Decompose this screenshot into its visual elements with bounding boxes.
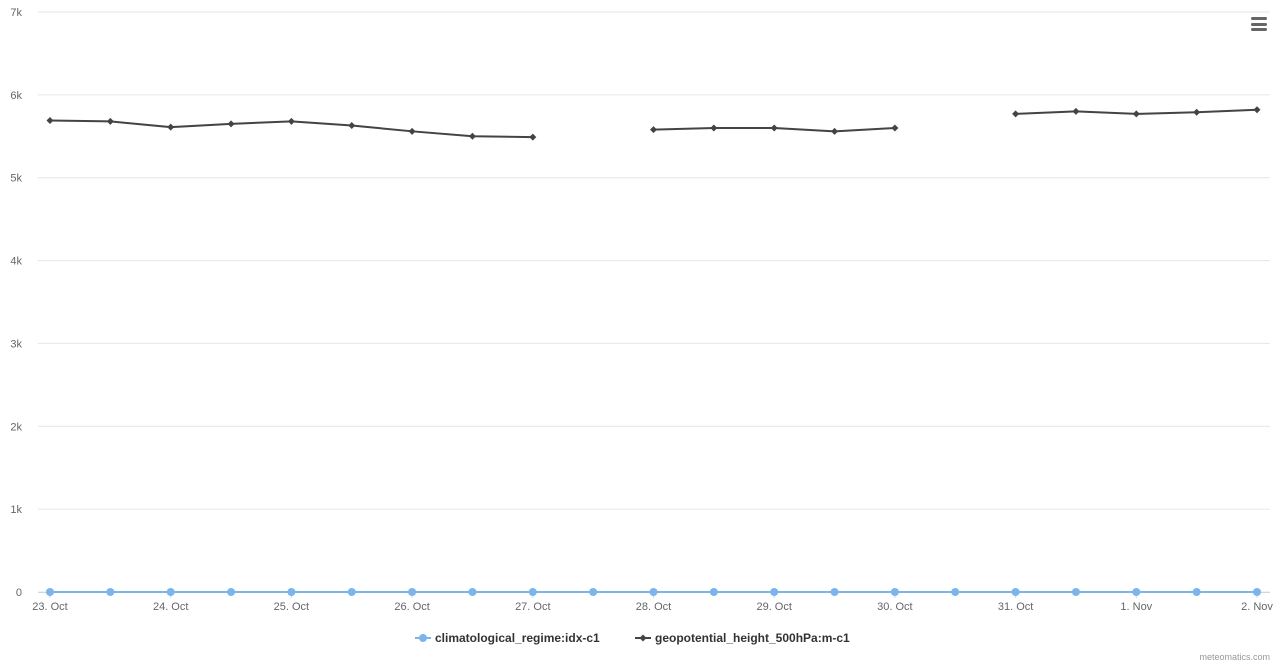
data-point [650, 126, 657, 134]
y-tick-label: 3k [10, 338, 22, 350]
data-point [951, 588, 960, 596]
data-point [710, 124, 718, 132]
y-tick-label: 6k [10, 90, 22, 102]
data-point [1193, 108, 1201, 116]
x-tick-label: 25. Oct [274, 601, 309, 613]
legend-item[interactable]: geopotential_height_500hPa:m-c1 [635, 631, 850, 645]
data-point [408, 588, 417, 596]
data-point [167, 123, 175, 131]
y-axis-labels: 0 1k 2k 3k 4k 5k 6k 7k [10, 7, 22, 599]
data-point [106, 117, 114, 125]
data-point [166, 588, 175, 596]
data-point [348, 122, 356, 130]
data-point [649, 588, 658, 596]
hamburger-menu-icon [1251, 17, 1267, 20]
hamburger-menu-icon-bar [1251, 28, 1267, 31]
x-tick-label: 23. Oct [32, 601, 67, 613]
hamburger-menu-icon-bar [1251, 22, 1267, 26]
data-point [1011, 588, 1020, 596]
data-point [1071, 588, 1080, 596]
data-point [890, 588, 899, 596]
x-tick-label: 31. Oct [998, 601, 1033, 613]
y-tick-label: 4k [10, 256, 22, 268]
data-point [287, 588, 296, 596]
x-tick-label: 30. Oct [877, 601, 912, 613]
x-tick-label: 27. Oct [515, 601, 550, 613]
y-tick-label: 7k [10, 7, 22, 19]
data-point [891, 124, 899, 132]
y-tick-label: 5k [10, 173, 22, 185]
data-point [1253, 588, 1261, 596]
data-point [1012, 110, 1020, 118]
data-point [709, 588, 718, 596]
x-tick-label: 1. Nov [1120, 601, 1152, 613]
data-point [468, 588, 477, 596]
x-tick-label: 24. Oct [153, 601, 188, 613]
data-point [528, 588, 537, 596]
data-point [770, 588, 779, 596]
data-point [831, 127, 839, 135]
series-group [46, 106, 1261, 596]
y-tick-label: 2k [10, 421, 22, 433]
data-point [227, 588, 236, 596]
series-1 [46, 588, 1261, 596]
x-tick-label: 28. Oct [636, 601, 671, 613]
data-point [227, 120, 235, 128]
credits-text[interactable]: meteomatics.com [1199, 652, 1270, 662]
data-point [46, 588, 54, 596]
data-point [1192, 588, 1201, 596]
legend-label: geopotential_height_500hPa:m-c1 [655, 631, 850, 645]
chart-context-menu-button[interactable] [1246, 12, 1272, 36]
x-tick-label: 29. Oct [756, 601, 791, 613]
data-point [770, 124, 778, 132]
legend[interactable]: climatological_regime:idx-c1 geopotential… [415, 631, 850, 645]
data-point [529, 133, 537, 141]
data-point [408, 127, 416, 135]
data-point [1072, 107, 1080, 115]
data-point [1132, 588, 1141, 596]
data-point [106, 588, 115, 596]
y-tick-label: 1k [10, 504, 22, 516]
x-tick-label: 26. Oct [394, 601, 429, 613]
data-point [468, 132, 476, 140]
data-point [1253, 106, 1261, 114]
y-tick-label: 0 [16, 587, 22, 599]
data-point [1132, 110, 1140, 118]
data-point [46, 117, 54, 125]
legend-marker-symbol [419, 634, 427, 642]
legend-label: climatological_regime:idx-c1 [435, 631, 600, 645]
y-grid [38, 11, 1270, 593]
data-point [830, 588, 839, 596]
series-2 [46, 106, 1261, 141]
legend-marker-symbol [639, 634, 647, 642]
data-point [287, 117, 295, 125]
data-point [589, 588, 598, 596]
x-tick-label: 2. Nov [1241, 601, 1273, 613]
legend-item[interactable]: climatological_regime:idx-c1 [415, 631, 600, 645]
data-point [347, 588, 356, 596]
